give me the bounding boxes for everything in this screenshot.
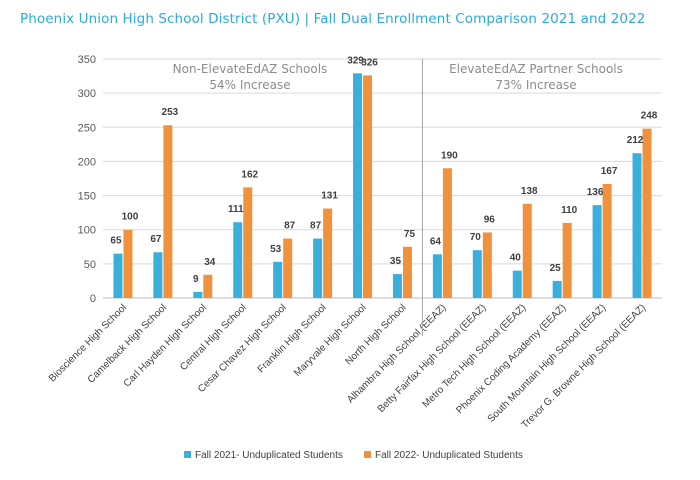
data-label: 75 [404, 229, 416, 240]
y-tick-label: 0 [90, 293, 96, 305]
y-tick-label: 250 [78, 122, 96, 134]
bar-fall-2022 [203, 274, 213, 298]
bar-fall-2022 [243, 187, 253, 298]
bar-fall-2021 [512, 270, 522, 298]
legend-label-2021: Fall 2021- Unduplicated Students [195, 450, 343, 461]
x-category-label: Central High School [178, 302, 249, 373]
bar-fall-2021 [592, 205, 602, 298]
data-label: 162 [241, 169, 258, 180]
data-label: 87 [310, 221, 322, 232]
bar-fall-2021 [313, 238, 323, 298]
data-label: 111 [228, 204, 244, 215]
annotation-left: Non-ElevateEdAZ Schools 54% Increase [173, 62, 328, 92]
bar-fall-2022 [123, 229, 133, 298]
annotation-right-line1: ElevateEdAZ Partner Schools [449, 62, 623, 76]
legend-swatch-2021 [184, 451, 191, 458]
y-tick-label: 50 [84, 259, 96, 271]
bars [113, 73, 652, 298]
data-label: 253 [162, 107, 179, 118]
annotation-right: ElevateEdAZ Partner Schools 73% Increase [449, 62, 623, 92]
legend-label-2022: Fall 2022- Unduplicated Students [375, 450, 523, 461]
bar-fall-2022 [642, 128, 652, 298]
y-tick-label: 350 [78, 54, 96, 66]
data-label: 64 [430, 236, 442, 247]
data-label: 25 [550, 263, 562, 274]
annotation-left-line2: 54% Increase [209, 78, 290, 92]
bar-fall-2021 [113, 253, 123, 298]
x-category-label: Franklin High School [256, 302, 329, 375]
data-label: 326 [361, 57, 378, 68]
bar-fall-2022 [402, 246, 412, 298]
bar-fall-2022 [163, 125, 173, 298]
data-label: 110 [561, 205, 578, 216]
data-label: 35 [390, 256, 402, 267]
bar-fall-2021 [392, 274, 402, 298]
data-label: 212 [627, 135, 644, 146]
data-label: 40 [510, 253, 522, 264]
bar-fall-2021 [632, 153, 642, 298]
bar-fall-2021 [153, 252, 163, 298]
bar-fall-2021 [432, 254, 442, 298]
gridlines [103, 58, 662, 299]
bar-fall-2022 [562, 222, 572, 298]
x-category-label: Camelback High School [86, 302, 169, 385]
data-label: 96 [484, 214, 496, 225]
y-tick-label: 300 [78, 88, 96, 100]
data-label: 67 [150, 234, 162, 245]
data-label: 100 [122, 212, 139, 223]
x-category-label: Carl Hayden High School [122, 302, 209, 389]
y-tick-label: 100 [78, 225, 96, 237]
x-category-label: Bioscience High School [47, 302, 129, 384]
x-category-label: Maryvale High School [292, 302, 369, 379]
data-label: 248 [641, 111, 658, 122]
data-label: 329 [347, 55, 364, 66]
legend: Fall 2021- Unduplicated Students Fall 20… [184, 450, 523, 461]
y-tick-label: 150 [78, 191, 96, 203]
data-label: 136 [587, 187, 604, 198]
y-axis: 0 50 100 150 200 250 300 350 [78, 54, 96, 305]
data-label: 138 [521, 186, 538, 197]
bar-fall-2021 [353, 73, 363, 298]
data-label: 131 [321, 191, 338, 202]
data-label: 34 [204, 257, 216, 268]
bar-fall-2021 [472, 250, 482, 298]
bar-fall-2021 [233, 222, 243, 298]
legend-swatch-2022 [364, 451, 371, 458]
bar-fall-2022 [363, 75, 373, 298]
data-label: 87 [284, 221, 296, 232]
bar-fall-2021 [193, 291, 203, 298]
data-label: 65 [110, 236, 122, 247]
bar-fall-2022 [283, 238, 293, 298]
bar-fall-2022 [522, 203, 532, 298]
bar-fall-2022 [602, 183, 612, 298]
data-label: 190 [441, 150, 458, 161]
chart-title: Phoenix Union High School District (PXU)… [20, 11, 646, 27]
annotation-right-line2: 73% Increase [495, 78, 576, 92]
bar-fall-2022 [442, 168, 452, 298]
annotation-left-line1: Non-ElevateEdAZ Schools [173, 62, 328, 76]
bar-fall-2021 [552, 280, 562, 298]
data-label: 167 [601, 166, 618, 177]
bar-fall-2022 [323, 208, 333, 298]
y-tick-label: 200 [78, 156, 96, 168]
bar-fall-2021 [273, 261, 283, 298]
data-label: 70 [470, 232, 482, 243]
bar-fall-2022 [482, 232, 492, 298]
data-label: 53 [270, 244, 282, 255]
data-label: 9 [193, 274, 199, 285]
